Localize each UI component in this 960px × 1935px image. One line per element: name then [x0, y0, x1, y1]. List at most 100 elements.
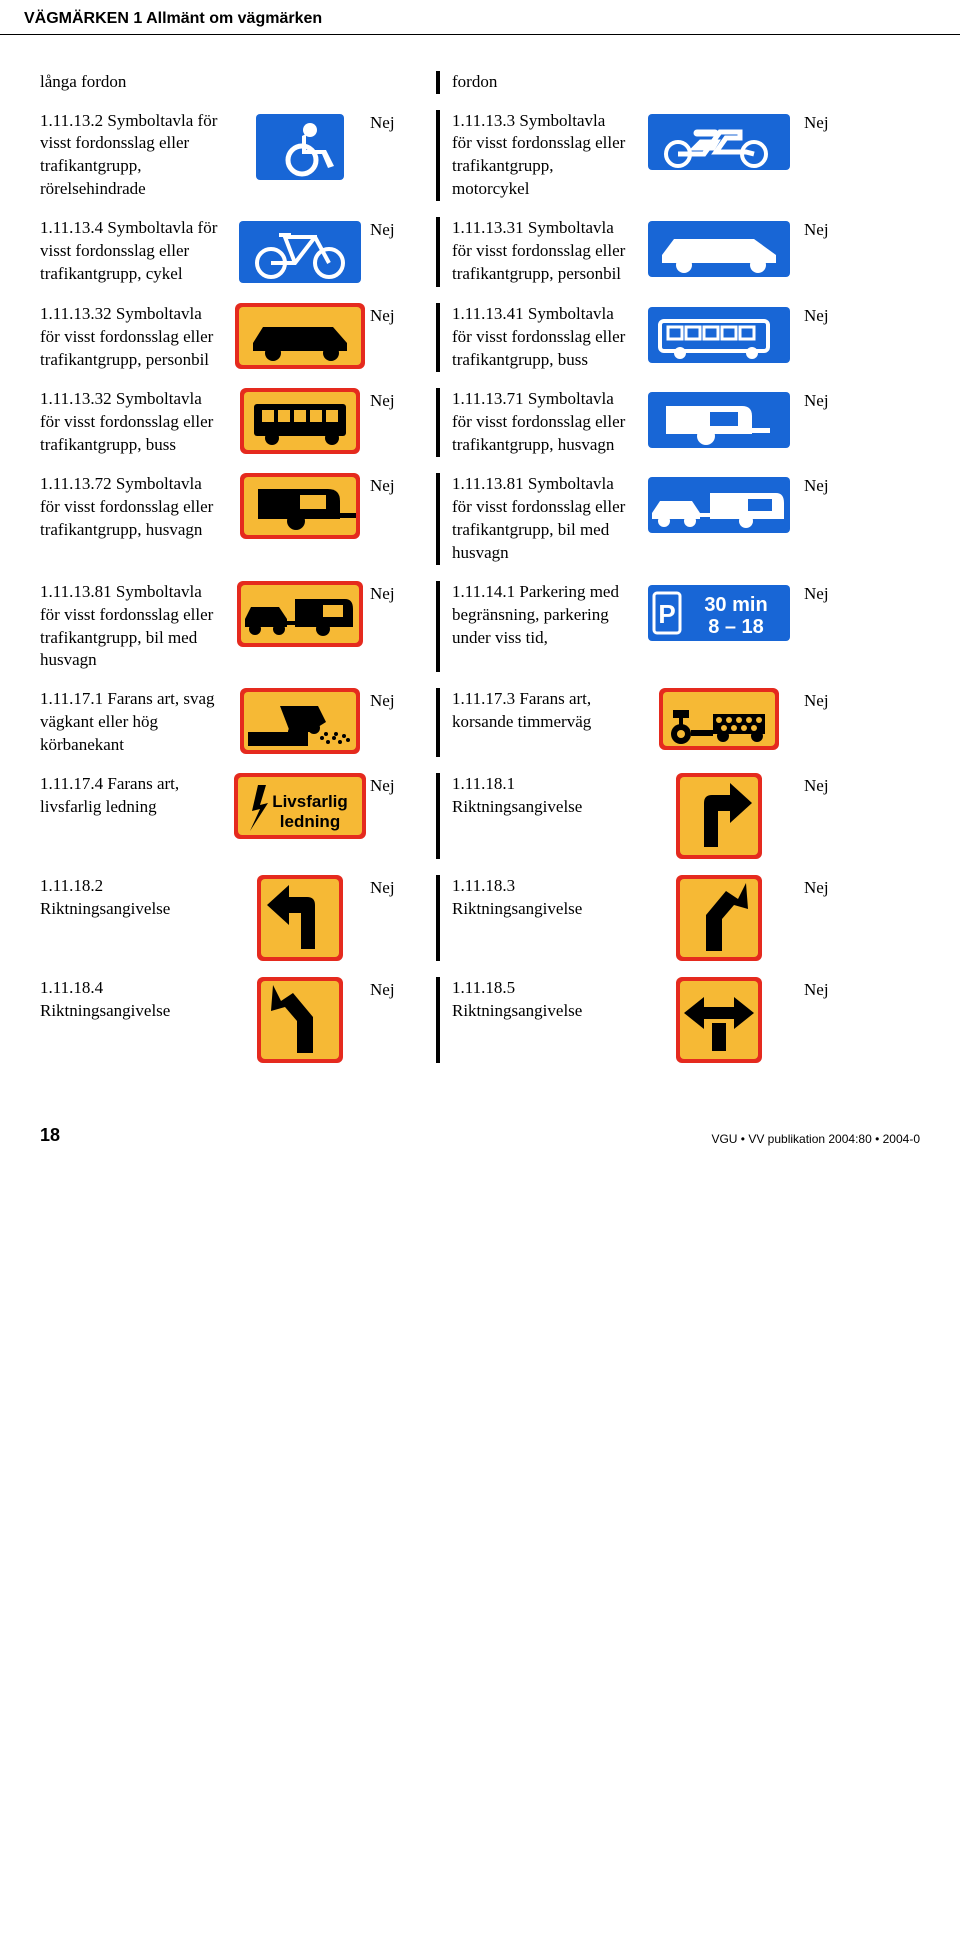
right-sign: P 30 min 8 – 18: [634, 581, 804, 645]
sign-icon: [257, 875, 343, 961]
right-text: 1.11.13.31 Symboltavla för visst fordons…: [444, 217, 634, 286]
right-text: 1.11.18.1 Riktningsangivelse: [444, 773, 634, 819]
table-row: 1.11.13.32 Symboltavla för visst fordons…: [40, 380, 920, 465]
right-nej: Nej: [804, 773, 864, 798]
column-divider: [430, 581, 444, 673]
left-nej: Nej: [370, 473, 430, 498]
right-nej: Nej: [804, 688, 864, 713]
svg-text:P: P: [658, 599, 675, 629]
left-nej: Nej: [370, 110, 430, 135]
left-sign: [230, 875, 370, 961]
right-sign: [634, 473, 804, 537]
right-nej: Nej: [804, 303, 864, 328]
sign-icon: [644, 473, 794, 537]
sign-icon: [235, 303, 365, 369]
right-nej: Nej: [804, 110, 864, 135]
right-nej: Nej: [804, 581, 864, 606]
left-sign: [230, 110, 370, 184]
table-row: 1.11.13.4 Symboltavla för visst fordonss…: [40, 209, 920, 295]
table-row: 1.11.13.81 Symboltavla för visst fordons…: [40, 573, 920, 681]
sign-icon: [659, 688, 779, 750]
sign-icon: [237, 581, 363, 647]
right-sign: [634, 977, 804, 1063]
right-sign: [634, 875, 804, 961]
sign-icon: [257, 977, 343, 1063]
page-header: VÄGMÄRKEN 1 Allmänt om vägmärken: [0, 0, 960, 35]
left-nej: Nej: [370, 388, 430, 413]
sign-icon: P 30 min 8 – 18: [644, 581, 794, 645]
left-nej: Nej: [370, 581, 430, 606]
column-divider: [430, 473, 444, 565]
column-divider: [430, 71, 444, 94]
right-text: 1.11.13.81 Symboltavla för visst fordons…: [444, 473, 634, 565]
column-divider: [430, 875, 444, 961]
left-sign: [230, 473, 370, 539]
sign-icon: [644, 217, 794, 281]
sign-icon: [240, 473, 360, 539]
right-nej: Nej: [804, 473, 864, 498]
right-text: 1.11.17.3 Farans art, korsande timmerväg: [444, 688, 634, 734]
table-row: 1.11.13.72 Symboltavla för visst fordons…: [40, 465, 920, 573]
left-nej: Nej: [370, 217, 430, 242]
left-text: 1.11.13.32 Symboltavla för visst fordons…: [40, 303, 230, 372]
table-row: 1.11.18.4 Riktningsangivelse Nej 1.11.18…: [40, 969, 920, 1071]
left-text: 1.11.13.81 Symboltavla för visst fordons…: [40, 581, 230, 673]
left-sign: [230, 388, 370, 454]
footer: 18 VGU • VV publikation 2004:80 • 2004-0: [0, 1083, 960, 1171]
column-divider: [430, 303, 444, 372]
column-divider: [430, 110, 444, 202]
left-nej: Nej: [370, 773, 430, 798]
column-divider: [430, 388, 444, 457]
sign-icon: Livsfarlig ledning: [234, 773, 366, 839]
sign-icon: [676, 875, 762, 961]
right-text: 1.11.18.5 Riktningsangivelse: [444, 977, 634, 1023]
left-sign: [230, 217, 370, 287]
column-divider: [430, 217, 444, 287]
right-sign: [634, 773, 804, 859]
right-sign: [634, 110, 804, 174]
sign-icon: [676, 977, 762, 1063]
left-nej: Nej: [370, 875, 430, 900]
sign-icon: [235, 217, 365, 287]
svg-text:ledning: ledning: [280, 812, 340, 831]
svg-text:Livsfarlig: Livsfarlig: [272, 792, 348, 811]
left-text: 1.11.13.4 Symboltavla för visst fordonss…: [40, 217, 230, 286]
right-sign: [634, 388, 804, 452]
svg-text:8 – 18: 8 – 18: [708, 616, 764, 638]
column-divider: [430, 688, 444, 757]
right-text: 1.11.18.3 Riktningsangivelse: [444, 875, 634, 921]
left-text: 1.11.17.1 Farans art, svag vägkant eller…: [40, 688, 230, 757]
table-row: 1.11.17.1 Farans art, svag vägkant eller…: [40, 680, 920, 765]
right-sign: [634, 688, 804, 750]
table-row: 1.11.13.2 Symboltavla för visst fordonss…: [40, 102, 920, 210]
sign-icon: [644, 388, 794, 452]
sign-icon: [676, 773, 762, 859]
left-text: 1.11.17.4 Farans art, livsfarlig ledning: [40, 773, 230, 819]
left-sign: [230, 688, 370, 754]
right-nej: Nej: [804, 217, 864, 242]
table-row: 1.11.17.4 Farans art, livsfarlig ledning…: [40, 765, 920, 867]
right-nej: Nej: [804, 977, 864, 1002]
right-sign: [634, 217, 804, 281]
right-sign: [634, 303, 804, 367]
left-nej: Nej: [370, 688, 430, 713]
left-sign: [230, 303, 370, 369]
right-text: 1.11.14.1 Parkering med begränsning, par…: [444, 581, 634, 650]
right-text: 1.11.13.41 Symboltavla för visst fordons…: [444, 303, 634, 372]
table-row: 1.11.13.32 Symboltavla för visst fordons…: [40, 295, 920, 380]
left-nej: Nej: [370, 303, 430, 328]
left-sign: Livsfarlig ledning: [230, 773, 370, 839]
left-text: långa fordon: [40, 71, 230, 94]
sign-table: långa fordon fordon 1.11.13.2 Symboltavl…: [40, 63, 920, 1072]
column-divider: [430, 977, 444, 1063]
table-row: långa fordon fordon: [40, 63, 920, 102]
left-nej: [370, 71, 430, 73]
right-text: fordon: [444, 71, 634, 94]
left-nej: Nej: [370, 977, 430, 1002]
left-text: 1.11.13.72 Symboltavla för visst fordons…: [40, 473, 230, 542]
sign-icon: [240, 688, 360, 754]
left-sign: [230, 581, 370, 647]
column-divider: [430, 773, 444, 859]
left-text: 1.11.13.32 Symboltavla för visst fordons…: [40, 388, 230, 457]
right-nej: Nej: [804, 875, 864, 900]
